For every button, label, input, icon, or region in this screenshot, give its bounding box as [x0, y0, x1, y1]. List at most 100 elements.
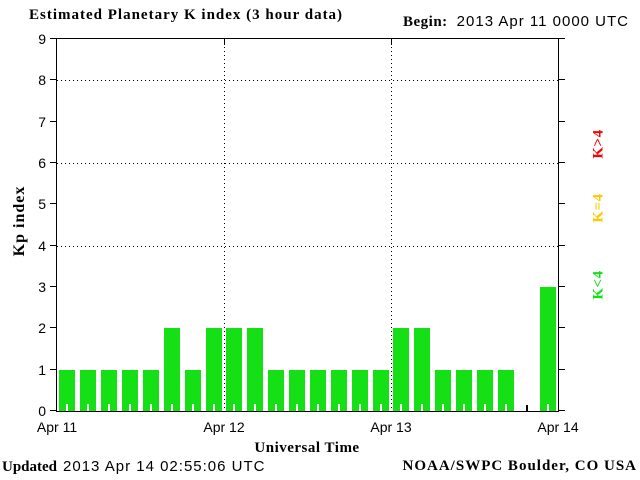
minor-x-tick — [316, 404, 319, 411]
y-tick-right — [559, 38, 565, 39]
top-major-tick — [391, 39, 392, 45]
y-tick-right — [559, 327, 565, 328]
kp-bar — [122, 370, 139, 411]
y-tick-label: 1 — [38, 362, 46, 378]
minor-x-tick — [275, 404, 278, 411]
kp-bar — [497, 370, 514, 411]
y-tick-label: 8 — [38, 72, 46, 88]
y-tick-left — [50, 79, 56, 80]
y-tick-right — [559, 410, 565, 411]
y-tick-left — [50, 203, 56, 204]
minor-x-tick — [66, 404, 69, 411]
minor-x-tick — [212, 404, 215, 411]
updated-line: Updated 2013 Apr 14 02:55:06 UTC — [2, 458, 265, 476]
kp-bar — [163, 328, 180, 411]
kp-bar — [476, 370, 493, 411]
y-tick-left — [50, 245, 56, 246]
kp-bar — [59, 370, 76, 411]
y-gridline — [57, 80, 558, 81]
y-tick-label: 0 — [38, 403, 46, 419]
minor-x-tick — [337, 404, 340, 411]
x-tick-label: Apr 13 — [370, 419, 412, 435]
source-credit: NOAA/SWPC Boulder, CO USA — [402, 458, 637, 474]
x-tick-label: Apr 12 — [203, 419, 245, 435]
y-tick-left — [50, 410, 56, 411]
minor-x-tick — [254, 404, 257, 411]
kp-bar — [247, 328, 264, 411]
legend-item: K<4 — [590, 270, 607, 300]
updated-value: 2013 Apr 14 02:55:06 UTC — [63, 458, 266, 475]
day-boundary-gridline — [224, 39, 225, 411]
kp-bar — [226, 328, 243, 411]
x-tick-label: Apr 11 — [36, 419, 78, 435]
minor-x-tick — [87, 404, 90, 411]
minor-x-tick — [421, 404, 424, 411]
y-tick-left — [50, 286, 56, 287]
y-tick-label: 6 — [38, 155, 46, 171]
minor-x-tick — [191, 404, 194, 411]
y-tick-label: 7 — [38, 114, 46, 130]
kp-bar — [289, 370, 306, 411]
kp-bar — [268, 370, 285, 411]
begin-value: 2013 Apr 11 0000 UTC — [456, 13, 629, 30]
kp-bar — [184, 370, 201, 411]
y-tick-label: 3 — [38, 279, 46, 295]
y-tick-label: 5 — [38, 196, 46, 212]
kp-bar — [205, 328, 222, 411]
y-axis-title: Kp index — [11, 185, 28, 257]
plot-area: 0 1 2 3 4 5 6 7 8 9 Apr 11 Apr 12 Apr 13 Apr 14 — [37, 31, 579, 435]
y-tick-left — [50, 38, 56, 39]
y-tick-right — [559, 121, 565, 122]
kp-bar — [414, 328, 431, 411]
y-tick-right — [559, 245, 565, 246]
minor-x-tick — [108, 404, 111, 411]
x-tick-label: Apr 14 — [537, 419, 579, 435]
y-tick-right — [559, 369, 565, 370]
kp-bar — [309, 370, 326, 411]
minor-x-tick — [546, 404, 549, 411]
x-axis-title: Universal Time — [254, 440, 360, 456]
y-tick-left — [50, 327, 56, 328]
y-tick-right — [559, 286, 565, 287]
y-tick-label: 9 — [38, 31, 46, 47]
kp-bar — [539, 287, 556, 411]
minor-x-tick — [129, 404, 132, 411]
kp-bar — [80, 370, 97, 411]
kp-bar — [101, 370, 118, 411]
minor-x-tick — [463, 404, 466, 411]
top-major-tick — [224, 39, 225, 45]
minor-x-tick — [358, 404, 361, 411]
y-tick-label: 2 — [38, 320, 46, 336]
y-tick-right — [559, 79, 565, 80]
y-tick-left — [50, 162, 56, 163]
y-tick-left — [50, 121, 56, 122]
kp-bar — [351, 370, 368, 411]
legend-item: K=4 — [590, 193, 607, 223]
kp-bar — [372, 370, 389, 411]
y-tick-right — [559, 203, 565, 204]
minor-x-tick — [483, 404, 486, 411]
chart-title: Estimated Planetary K index (3 hour data… — [29, 7, 344, 23]
kp-bar — [435, 370, 452, 411]
kp-bar — [330, 370, 347, 411]
y-tick-left — [50, 369, 56, 370]
kp-bar — [142, 370, 159, 411]
minor-x-tick — [233, 404, 236, 411]
y-gridline — [57, 246, 558, 247]
minor-x-tick — [170, 404, 173, 411]
y-tick-right — [559, 162, 565, 163]
y-gridline — [57, 163, 558, 164]
minor-x-tick — [149, 404, 152, 411]
day-boundary-gridline — [391, 39, 392, 411]
y-tick-label: 4 — [38, 238, 46, 254]
minor-x-tick — [379, 404, 382, 411]
begin-label: Begin: — [403, 14, 448, 30]
minor-x-tick — [504, 404, 507, 411]
minor-x-tick — [525, 405, 528, 411]
legend-item: K>4 — [590, 129, 607, 159]
kp-bar — [456, 370, 473, 411]
begin-info: Begin: 2013 Apr 11 0000 UTC — [403, 13, 629, 31]
minor-x-tick — [400, 404, 403, 411]
updated-label: Updated — [2, 459, 58, 475]
